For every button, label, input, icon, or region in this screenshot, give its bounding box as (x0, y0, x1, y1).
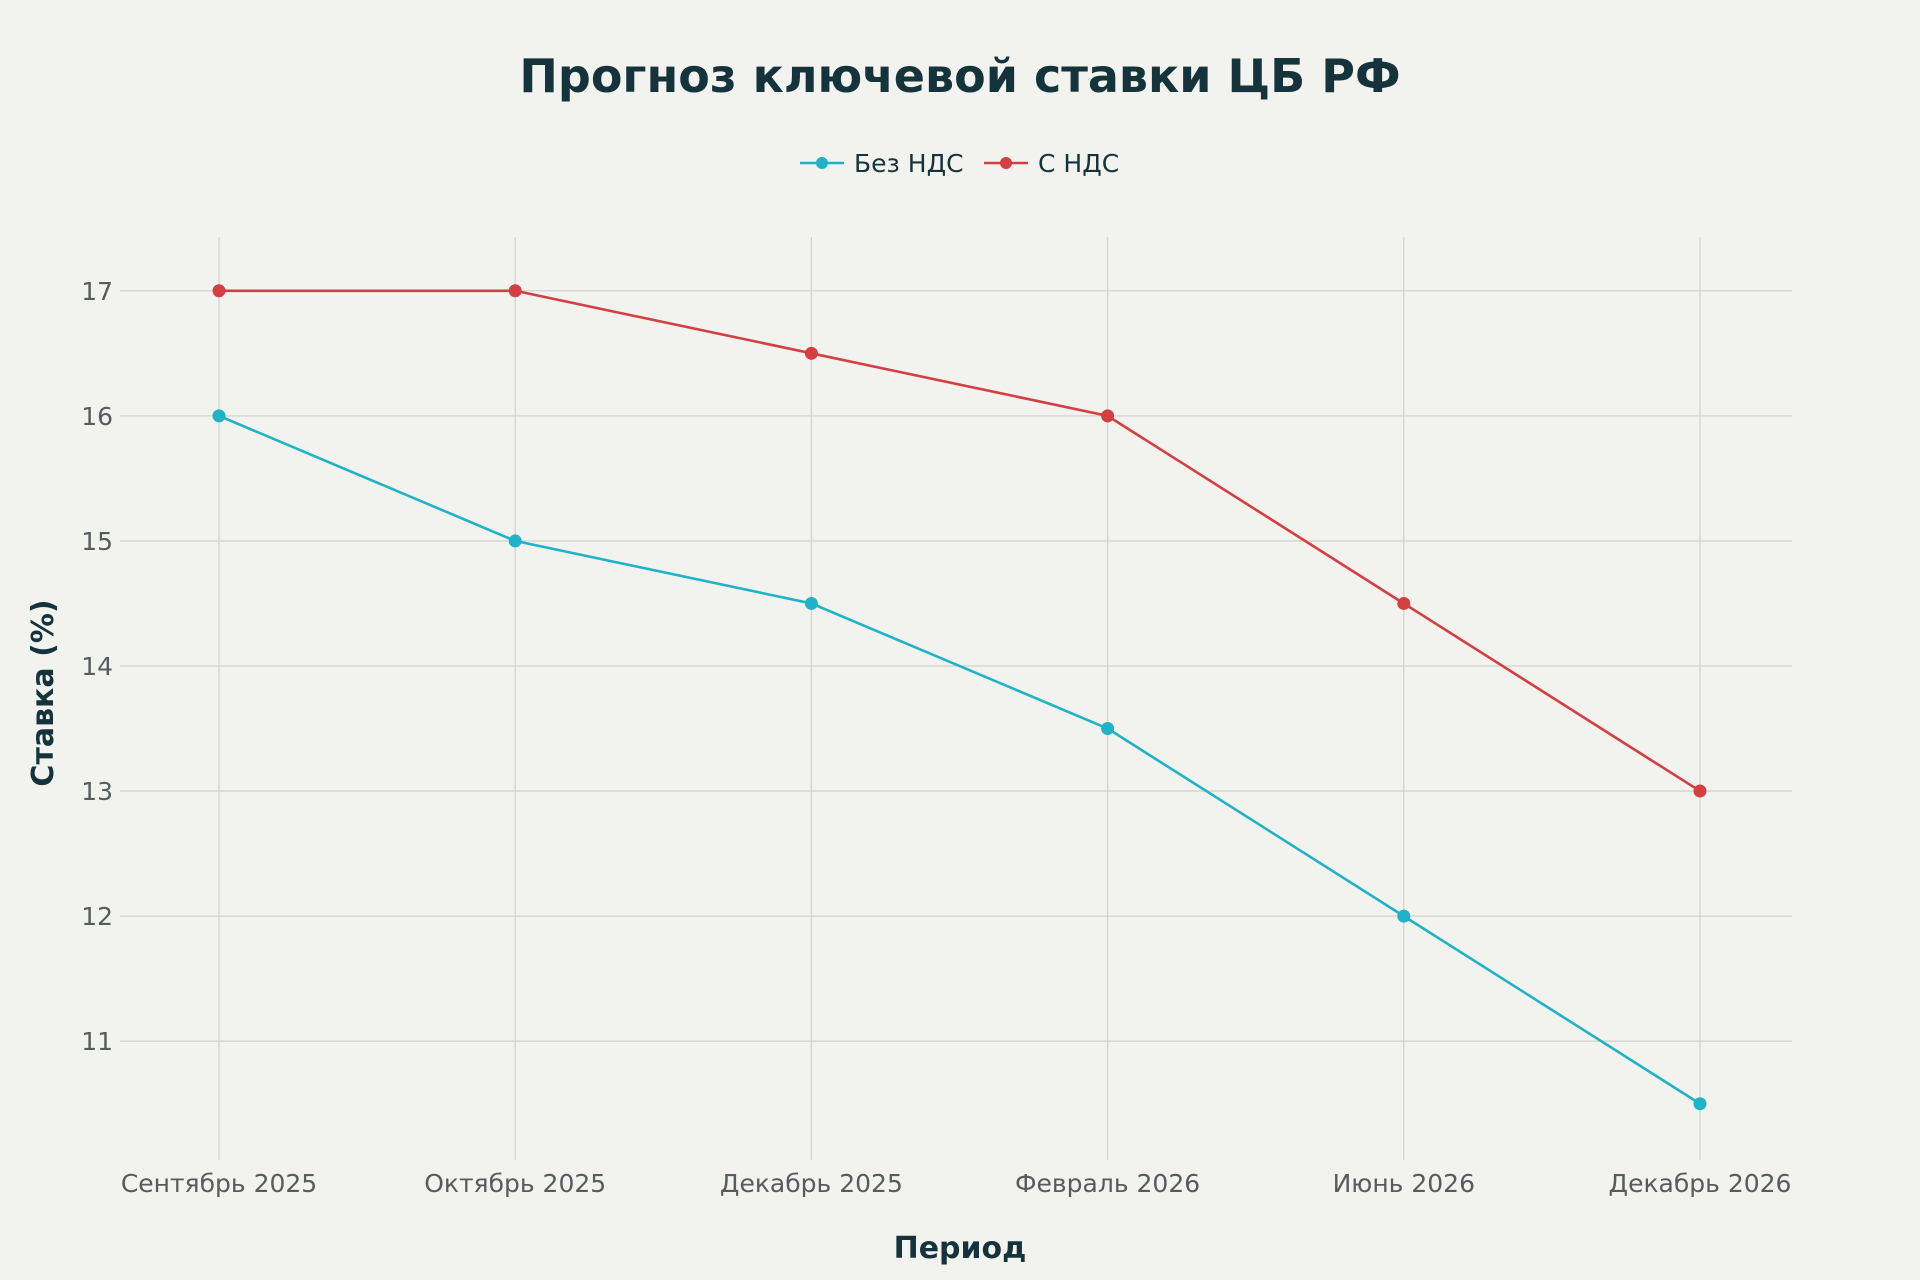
legend-label-0: Без НДС (854, 149, 964, 178)
data-point[interactable] (1693, 1097, 1707, 1111)
grid (120, 237, 1792, 1160)
legend-label-1: С НДС (1038, 149, 1119, 178)
data-point[interactable] (212, 409, 226, 423)
y-tick-label: 13 (81, 777, 113, 806)
y-tick-label: 14 (81, 652, 113, 681)
y-tick-label: 12 (81, 902, 113, 931)
legend: Без НДС С НДС (800, 149, 1119, 178)
series-line-0 (218, 414, 1701, 1105)
chart-title: Прогноз ключевой ставки ЦБ РФ (519, 49, 1400, 103)
data-point[interactable] (212, 284, 226, 298)
x-tick-label: Декабрь 2026 (1609, 1169, 1792, 1198)
data-point[interactable] (1397, 909, 1411, 923)
y-axis-title: Ставка (%) (26, 599, 61, 786)
x-tick-label: Сентябрь 2025 (121, 1169, 317, 1198)
x-axis-title: Период (894, 1231, 1027, 1266)
legend-item-0[interactable]: Без НДС (800, 149, 964, 178)
series-line-1 (219, 289, 1701, 793)
series (212, 284, 1707, 1111)
x-tick-label: Декабрь 2025 (720, 1169, 903, 1198)
data-point[interactable] (1693, 784, 1707, 798)
data-point[interactable] (1101, 722, 1115, 736)
data-point[interactable] (508, 534, 522, 548)
y-tick-label: 11 (81, 1027, 113, 1056)
y-axis-ticks: 11 12 13 14 15 16 17 (81, 277, 113, 1056)
data-point[interactable] (804, 596, 818, 610)
series-1 (212, 284, 1707, 798)
data-point[interactable] (508, 284, 522, 298)
x-tick-label: Февраль 2026 (1015, 1169, 1200, 1198)
data-point[interactable] (1397, 596, 1411, 610)
legend-marker-1 (1000, 157, 1012, 169)
x-axis-ticks: Сентябрь 2025 Октябрь 2025 Декабрь 2025 Фев… (121, 1169, 1792, 1198)
series-0 (212, 409, 1707, 1111)
y-tick-label: 15 (81, 527, 113, 556)
legend-item-1[interactable]: С НДС (984, 149, 1119, 178)
y-tick-label: 16 (81, 402, 113, 431)
x-tick-label: Октябрь 2025 (424, 1169, 606, 1198)
x-tick-label: Июнь 2026 (1333, 1169, 1475, 1198)
data-point[interactable] (804, 346, 818, 360)
y-tick-label: 17 (81, 277, 113, 306)
data-point[interactable] (1101, 409, 1115, 423)
legend-marker-0 (816, 157, 828, 169)
